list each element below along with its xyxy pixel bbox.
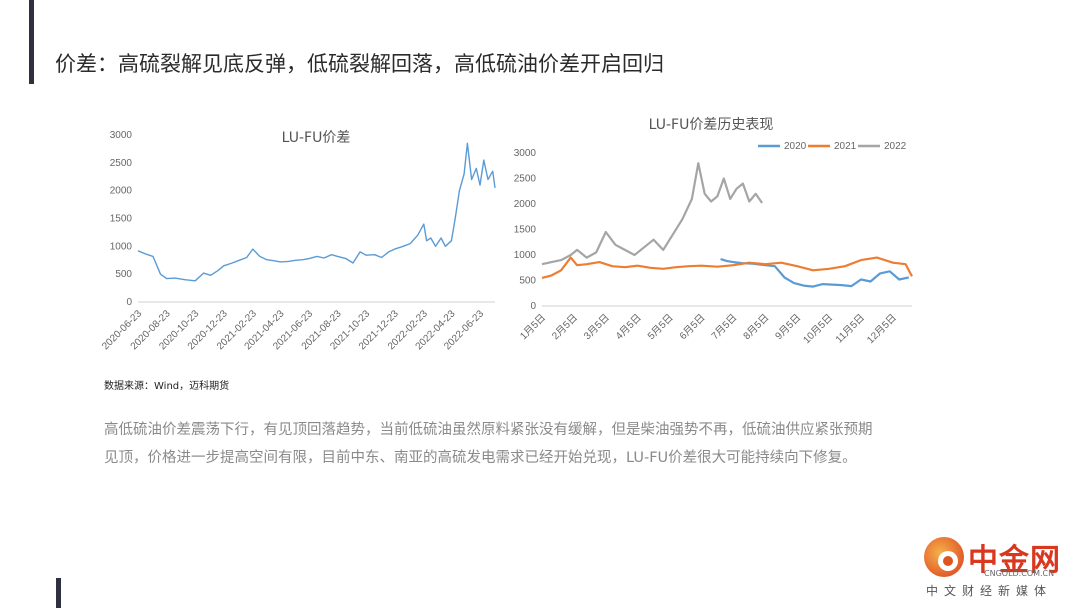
x-tick-label: 11月5日 [833, 312, 867, 346]
y-tick-label: 500 [519, 276, 536, 287]
lu-fu-spread-chart: LU-FU价差0500100015002000250030002020-06-2… [100, 130, 496, 352]
y-tick-label: 2000 [110, 186, 133, 197]
x-tick-label: 4月5日 [613, 312, 643, 342]
y-tick-label: 3000 [110, 130, 133, 141]
legend-label-2020: 2020 [784, 141, 807, 152]
legend-label-2021: 2021 [834, 141, 857, 152]
y-tick-label: 2500 [514, 174, 537, 185]
y-tick-label: 2000 [514, 199, 537, 210]
title-accent-bar [29, 0, 34, 84]
series-line-2022 [541, 162, 764, 266]
y-tick-label: 500 [115, 269, 132, 280]
data-source-note: 数据来源：Wind，迈科期货 [104, 381, 230, 392]
logo-domain: CNGOLD.COM.CN [984, 569, 1055, 578]
y-tick-label: 1500 [110, 214, 133, 225]
slide-title: 价差：高硫裂解见底反弹，低硫裂解回落，高低硫油价差开启回归 [55, 52, 664, 76]
logo-slogan: 中文财经新媒体 [926, 584, 1053, 598]
y-tick-label: 0 [126, 297, 132, 308]
x-tick-label: 1月5日 [518, 312, 548, 342]
y-tick-label: 1500 [514, 225, 537, 236]
x-tick-label: 12月5日 [865, 312, 899, 346]
y-tick-label: 1000 [514, 250, 537, 261]
cngold-logo: 中金网 CNGOLD.COM.CN 中文财经新媒体 [920, 533, 1075, 603]
x-tick-label: 5月5日 [645, 312, 675, 342]
legend-label-2022: 2022 [884, 141, 907, 152]
logo-mark-icon [924, 537, 964, 577]
spread-series-line [137, 142, 496, 282]
x-tick-label: 10月5日 [801, 312, 835, 346]
y-tick-label: 2500 [110, 158, 133, 169]
x-tick-label: 8月5日 [741, 312, 771, 342]
x-tick-label: 9月5日 [773, 312, 803, 342]
logo-name: 中金网 [968, 543, 1061, 578]
y-tick-label: 0 [530, 301, 536, 312]
y-tick-label: 3000 [514, 148, 537, 159]
chart-title: LU-FU价差 [282, 130, 351, 146]
bottom-accent-bar [56, 578, 61, 608]
x-tick-label: 2月5日 [550, 312, 580, 342]
y-tick-label: 1000 [110, 241, 133, 252]
analysis-paragraph: 高低硫油价差震荡下行，有见顶回落趋势，当前低硫油虽然原料紧张没有缓解，但是柴油强… [104, 422, 873, 466]
x-tick-label: 7月5日 [709, 312, 739, 342]
series-line-2021 [541, 256, 913, 279]
chart-title: LU-FU价差历史表现 [649, 117, 774, 133]
x-tick-label: 6月5日 [677, 312, 707, 342]
x-tick-label: 3月5日 [581, 312, 611, 342]
